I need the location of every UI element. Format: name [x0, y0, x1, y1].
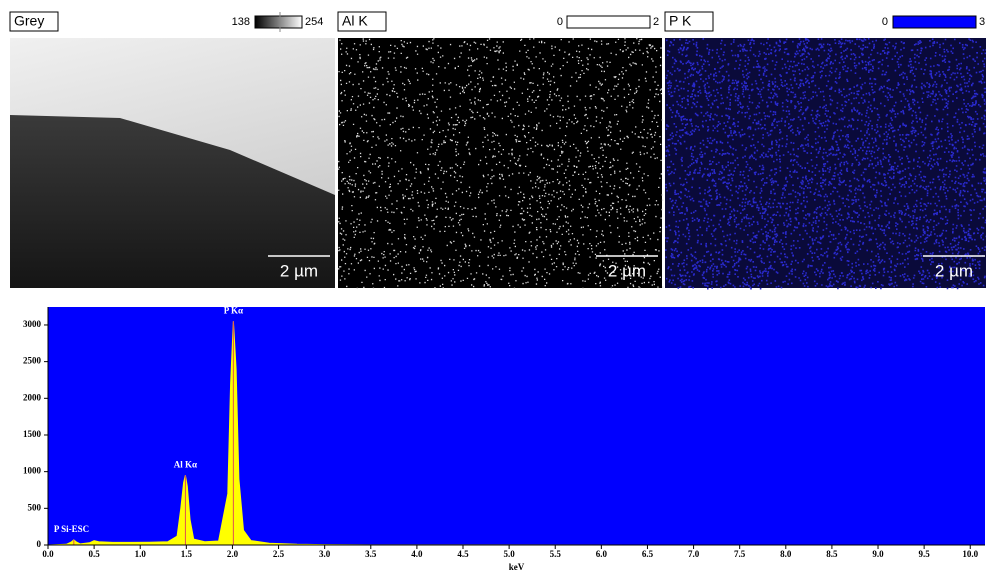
label-box: [337, 11, 387, 32]
x-tick-label: 5.0: [503, 549, 515, 559]
x-tick-label: 6.0: [596, 549, 608, 559]
y-tick-label: 2000: [23, 392, 42, 402]
x-tick-label: 9.5: [919, 549, 931, 559]
peak-label: P Si-ESC: [54, 524, 89, 534]
y-tick-label: 3000: [23, 319, 42, 329]
y-tick-label: 500: [28, 502, 42, 512]
peak-label: Al Kα: [174, 459, 197, 469]
y-tick-label: 0: [37, 539, 42, 549]
scale-label: 2 µm: [280, 261, 318, 280]
x-tick-label: 0.0: [42, 549, 54, 559]
y-tick-label: 2500: [23, 356, 42, 366]
colorbar: [566, 15, 651, 29]
x-tick-label: 0.5: [88, 549, 100, 559]
peak-label: P Kα: [224, 305, 243, 315]
p-dots: [665, 38, 986, 290]
x-tick-label: 2.0: [227, 549, 239, 559]
label-box: [664, 11, 714, 32]
range-min: 138: [232, 16, 250, 28]
channel-label: Al K: [342, 13, 368, 29]
x-tick-label: 1.5: [181, 549, 193, 559]
spectrum: [47, 321, 879, 546]
y-tick-label: 1500: [23, 429, 42, 439]
x-tick-label: 4.0: [411, 549, 423, 559]
range-max: 2: [653, 16, 659, 28]
x-tick-label: 10.0: [962, 549, 978, 559]
x-tick-label: 7.0: [688, 549, 700, 559]
grey-image: [10, 38, 335, 288]
range-max: 3: [979, 16, 985, 28]
range-max: 254: [305, 16, 323, 28]
x-tick-label: 8.0: [780, 549, 792, 559]
x-axis-label: keV: [509, 562, 525, 572]
x-tick-label: 7.5: [734, 549, 746, 559]
colorbar: [892, 15, 977, 29]
plot-area: [48, 307, 985, 545]
channel-label: Grey: [14, 13, 44, 29]
x-tick-label: 4.5: [457, 549, 469, 559]
x-tick-label: 3.5: [365, 549, 377, 559]
channel-label: P K: [669, 13, 692, 29]
al-dots: [338, 38, 664, 289]
y-tick-label: 1000: [23, 466, 42, 476]
x-tick-label: 9.0: [872, 549, 884, 559]
x-tick-label: 1.0: [135, 549, 147, 559]
range-min: 0: [557, 16, 563, 28]
x-tick-label: 5.5: [550, 549, 562, 559]
scale-label: 2 µm: [608, 261, 646, 280]
x-tick-label: 2.5: [273, 549, 285, 559]
scale-label: 2 µm: [935, 261, 973, 280]
label-box: [9, 11, 59, 32]
x-tick-label: 3.0: [319, 549, 331, 559]
range-min: 0: [882, 16, 888, 28]
x-tick-label: 6.5: [642, 549, 654, 559]
x-tick-label: 8.5: [826, 549, 838, 559]
colorbar: [254, 15, 303, 29]
